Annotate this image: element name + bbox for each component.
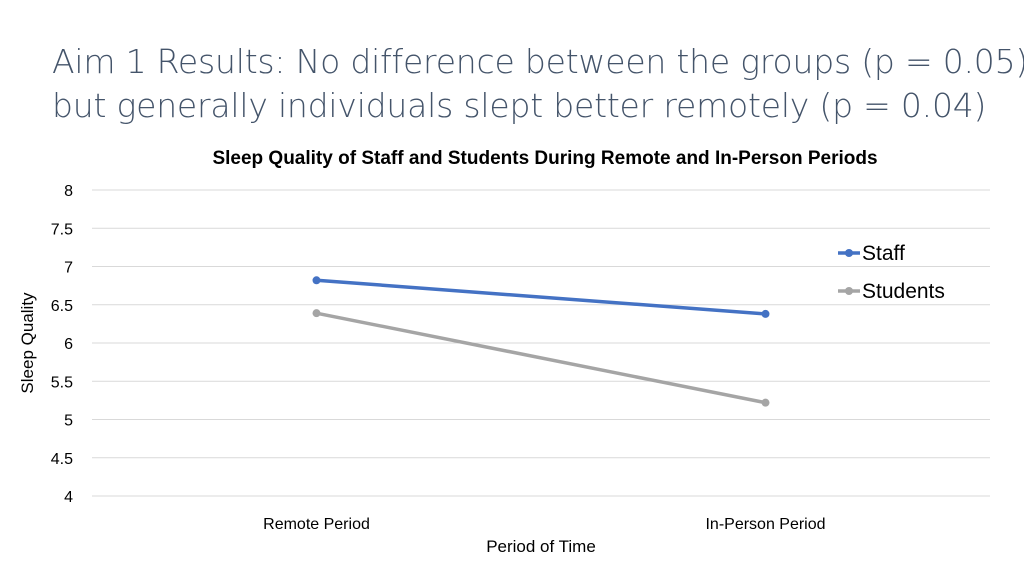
series-line-students: [314, 311, 768, 405]
legend: Staff Students: [838, 242, 945, 303]
x-tick-label: Remote Period: [263, 516, 370, 533]
y-tick-label: 7.5: [51, 221, 73, 238]
legend-label-students: Students: [862, 280, 945, 303]
series-line-staff: [314, 278, 768, 316]
y-tick-label: 6: [64, 336, 73, 353]
y-tick-label: 5.5: [51, 374, 73, 391]
data-point-staff: [761, 309, 770, 318]
legend-marker-staff: [845, 249, 853, 257]
slide-title: Aim 1 Results: No difference between the…: [52, 40, 1024, 128]
data-point-students: [312, 309, 321, 318]
y-tick-label: 7: [64, 260, 73, 277]
x-tick-label: In-Person Period: [705, 516, 825, 533]
y-tick-label: 4: [64, 489, 73, 506]
data-point-students: [761, 398, 770, 407]
chart-title: Sleep Quality of Staff and Students Duri…: [212, 148, 877, 169]
series-group: [312, 276, 770, 407]
y-tick-label: 4.5: [51, 451, 73, 468]
data-point-staff: [312, 276, 321, 285]
slide-title-line-1: Aim 1 Results: No difference between the…: [52, 42, 1024, 81]
legend-label-staff: Staff: [862, 242, 905, 265]
y-tick-label: 8: [64, 183, 73, 200]
x-axis-ticks: Remote Period In-Person Period: [263, 516, 825, 533]
gridlines: [92, 189, 990, 497]
y-axis-title: Sleep Quality: [18, 292, 37, 394]
slide-title-line-2: but generally individuals slept better r…: [52, 86, 987, 125]
x-axis-title: Period of Time: [486, 537, 596, 556]
y-tick-label: 6.5: [51, 298, 73, 315]
y-tick-label: 5: [64, 413, 73, 430]
legend-marker-students: [845, 287, 853, 295]
y-axis-ticks: 4 4.5 5 5.5 6 6.5 7 7.5 8: [51, 183, 73, 506]
